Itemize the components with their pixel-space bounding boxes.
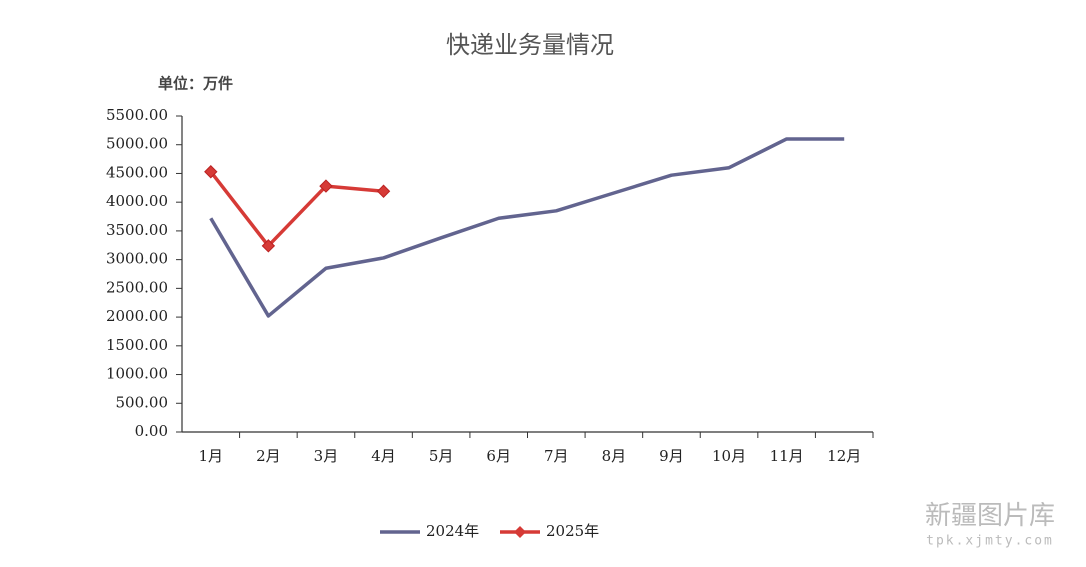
x-tick-label: 5月: [429, 447, 454, 465]
point-marker: [204, 165, 218, 179]
x-tick-label: 2月: [256, 447, 281, 465]
y-tick-label: 0.00: [135, 422, 168, 440]
x-tick-label: 8月: [602, 447, 627, 465]
x-tick-label: 9月: [659, 447, 684, 465]
legend-marker: [514, 526, 526, 538]
unit-label: 单位：万件: [158, 75, 233, 93]
y-tick-label: 5000.00: [106, 135, 168, 153]
y-tick-label: 3500.00: [106, 221, 168, 239]
x-tick-label: 12月: [827, 447, 861, 465]
y-tick-label: 3000.00: [106, 250, 168, 268]
point-marker: [319, 179, 333, 193]
watermark-url: tpk.xjmty.com: [926, 534, 1054, 549]
watermark-name: 新疆图片库: [925, 501, 1055, 531]
y-tick-label: 2000.00: [106, 307, 168, 325]
y-tick-label: 5500.00: [106, 106, 168, 124]
x-tick-label: 6月: [486, 447, 511, 465]
y-tick-label: 2500.00: [106, 278, 168, 296]
y-tick-label: 1500.00: [106, 336, 168, 354]
y-tick-label: 4500.00: [106, 163, 168, 181]
y-tick-label: 4000.00: [106, 192, 168, 210]
x-tick-label: 1月: [199, 447, 224, 465]
y-tick-label: 1000.00: [106, 365, 168, 383]
x-tick-label: 4月: [371, 447, 396, 465]
x-tick-label: 7月: [544, 447, 569, 465]
point-marker: [376, 184, 391, 198]
chart-title: 快递业务量情况: [446, 31, 614, 59]
x-tick-label: 11月: [770, 447, 804, 465]
y-tick-label: 500.00: [116, 393, 169, 411]
series-line: [209, 137, 845, 318]
x-tick-label: 10月: [712, 447, 746, 465]
x-tick-label: 3月: [314, 447, 339, 465]
point-marker: [261, 239, 276, 253]
series-line: [209, 170, 384, 248]
legend-label: 2025年: [546, 522, 599, 540]
legend-label: 2024年: [426, 522, 479, 540]
